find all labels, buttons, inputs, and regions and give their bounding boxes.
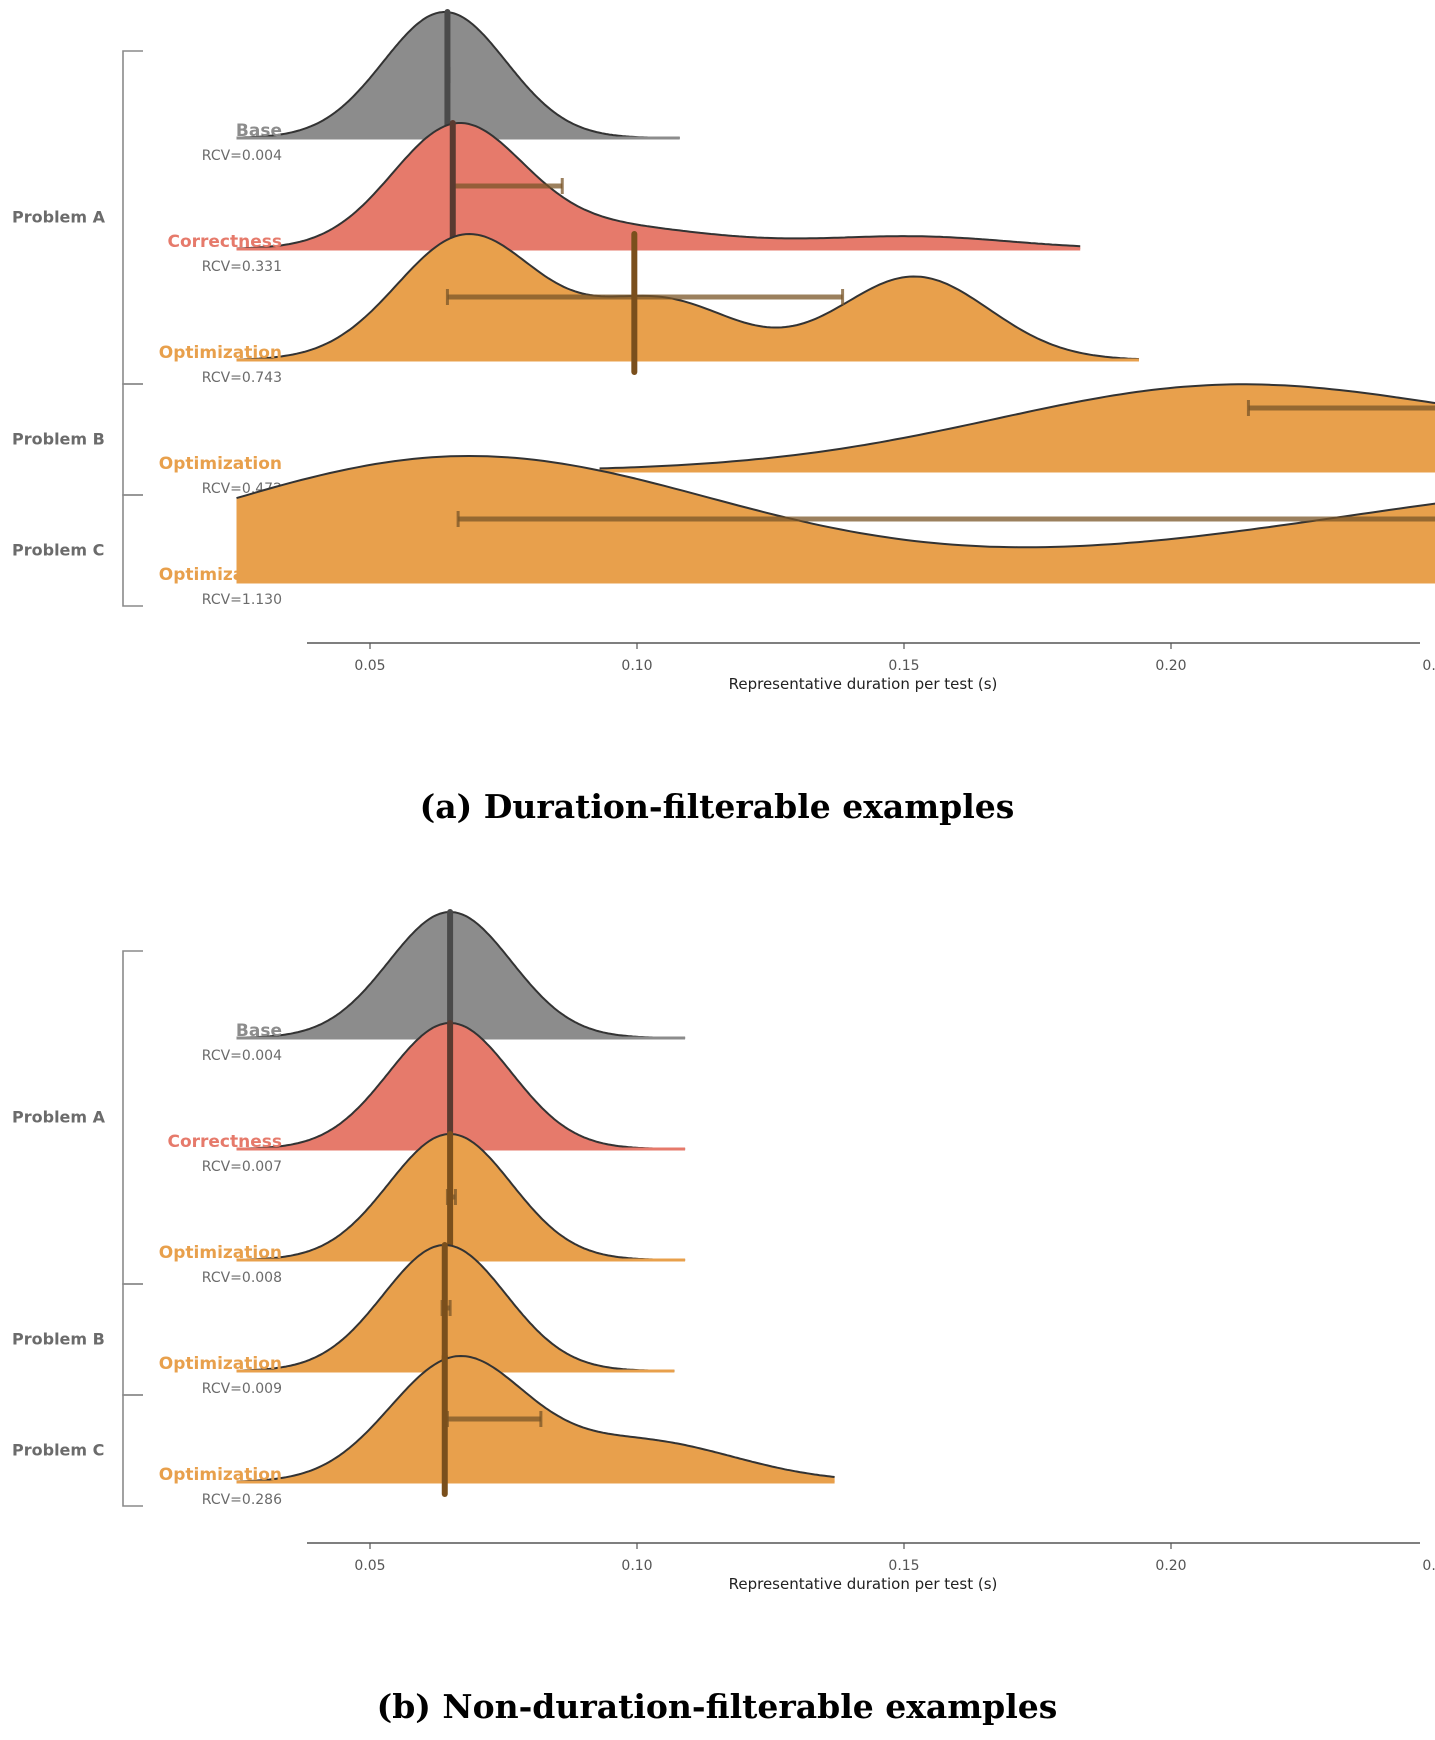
category-label: Correctness — [167, 1132, 282, 1152]
chart-panel-a: Problem A Problem B Problem C Base RCV=0.004… — [12, 9, 1435, 826]
x-tick-label: 0.20 — [1155, 1558, 1186, 1574]
rcv-label: RCV=0.008 — [202, 1270, 282, 1286]
ridge-row: Optimization RCV=0.286 — [159, 1353, 835, 1508]
x-axis-title: Representative duration per test (s) — [729, 1575, 998, 1593]
group-bracket — [122, 1394, 143, 1507]
group-bracket — [122, 50, 143, 385]
ridge-outline — [236, 911, 686, 1039]
ridge-outline — [236, 1354, 835, 1483]
category-label: Optimization — [159, 1354, 282, 1374]
ridge-area — [236, 234, 1139, 360]
ridge-area — [236, 1245, 675, 1371]
group-label: Problem A — [12, 208, 106, 227]
ridge-area — [236, 1134, 686, 1260]
group-bracket — [122, 383, 143, 496]
ridge-outline — [236, 232, 1140, 361]
panel-caption: (b) Non-duration-filterable examples — [377, 1687, 1058, 1726]
group-label: Problem B — [12, 430, 105, 449]
ridge-area — [236, 123, 1081, 249]
x-tick-label: 0.10 — [621, 658, 652, 674]
group-bracket — [122, 494, 143, 607]
category-label: Optimization — [159, 1243, 282, 1263]
ridge-area — [236, 912, 686, 1038]
ridge-outline — [236, 122, 1081, 250]
category-label: Correctness — [167, 232, 282, 252]
rcv-label: RCV=0.331 — [202, 259, 282, 275]
rcv-label: RCV=0.286 — [202, 1492, 282, 1508]
iqr-whisker — [1246, 400, 1435, 416]
rcv-label: RCV=0.009 — [202, 1381, 282, 1397]
ridge-row: Optimization RCV=0.743 — [159, 231, 1140, 386]
category-label: Base — [236, 121, 282, 141]
x-tick-label: 0.25 — [1422, 658, 1435, 674]
category-label: Optimization — [159, 343, 282, 363]
ridge-outline — [236, 11, 680, 139]
category-label: Optimization — [159, 454, 282, 474]
ridge-area — [236, 1023, 686, 1149]
x-tick-label: 0.20 — [1155, 658, 1186, 674]
ridge-row: Optimization RCV=1.130 — [159, 454, 1435, 608]
group-bracket — [122, 950, 143, 1285]
ridge-outline — [236, 1022, 686, 1150]
category-label: Optimization — [159, 1465, 282, 1485]
group-label: Problem B — [12, 1330, 105, 1349]
x-tick-label: 0.15 — [888, 1558, 919, 1574]
x-tick-label: 0.10 — [621, 1558, 652, 1574]
ridge-outline — [236, 454, 1435, 549]
category-label: Optimization — [159, 565, 282, 585]
ridge-outline — [236, 1244, 675, 1372]
ridge-row: Optimization RCV=0.009 — [159, 1242, 675, 1397]
group-label: Problem A — [12, 1108, 106, 1127]
iqr-whisker — [445, 289, 845, 305]
rcv-label: RCV=0.004 — [202, 1048, 282, 1064]
x-axis-title: Representative duration per test (s) — [729, 675, 998, 693]
category-label: Base — [236, 1021, 282, 1041]
x-tick-label: 0.05 — [354, 658, 385, 674]
group-bracket — [122, 1283, 143, 1396]
ridge-area — [599, 384, 1435, 471]
iqr-whisker — [456, 511, 1435, 527]
ridge-area — [236, 456, 1435, 582]
rcv-label: RCV=1.130 — [202, 592, 282, 608]
chart-panel-b: Problem A Problem B Problem C Base RCV=0.004… — [12, 909, 1435, 1726]
ridge-outline — [599, 383, 1435, 470]
rcv-label: RCV=0.004 — [202, 148, 282, 164]
x-tick-label: 0.25 — [1422, 1558, 1435, 1574]
ridge-outline — [236, 1133, 686, 1261]
x-tick-label: 0.15 — [888, 658, 919, 674]
group-label: Problem C — [12, 1441, 104, 1460]
rcv-label: RCV=0.007 — [202, 1159, 282, 1175]
group-label: Problem C — [12, 541, 104, 560]
rcv-label: RCV=0.743 — [202, 370, 282, 386]
ridge-row: Correctness RCV=0.331 — [167, 120, 1081, 275]
ridge-area — [236, 12, 680, 138]
x-tick-label: 0.05 — [354, 1558, 385, 1574]
panel-caption: (a) Duration-filterable examples — [420, 787, 1015, 826]
